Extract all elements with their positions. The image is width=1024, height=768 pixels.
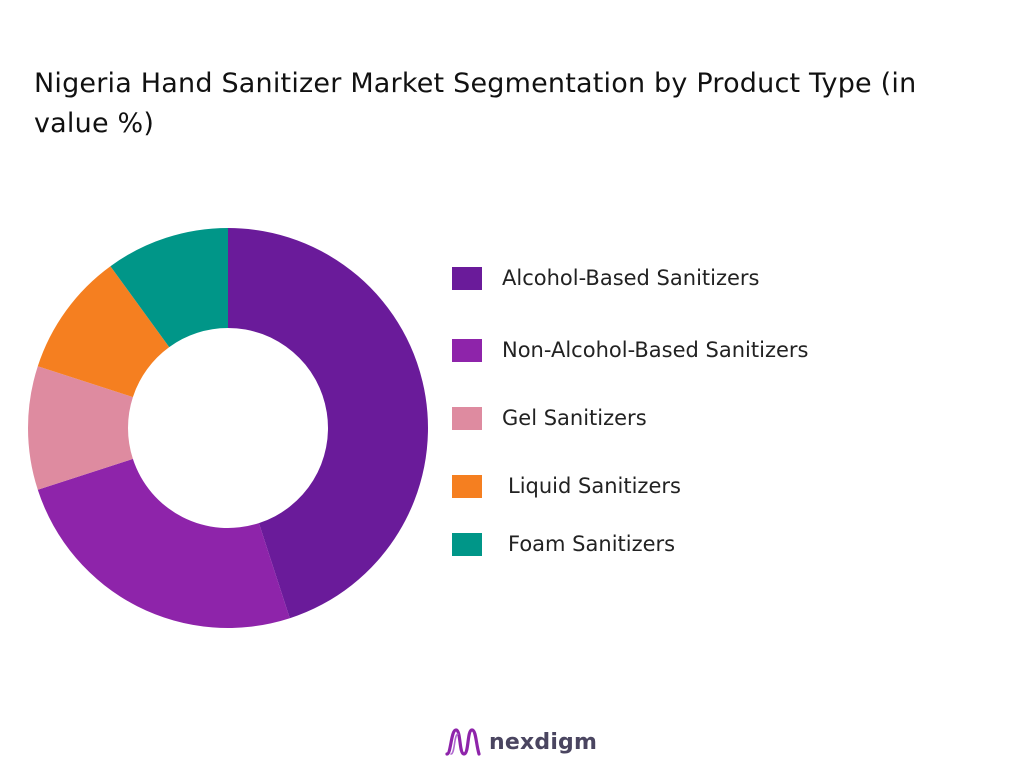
legend-swatch-alcohol-based xyxy=(452,266,482,290)
donut-slice-liquid-sanitizers xyxy=(37,266,170,398)
nexdigm-logo-icon xyxy=(445,728,481,756)
legend-item-gel: Gel Sanitizers xyxy=(452,398,647,438)
legend-item-alcohol-based: Alcohol-Based Sanitizers xyxy=(452,258,760,298)
legend-swatch-foam xyxy=(452,532,482,556)
legend-label-non-alcohol-based: Non-Alcohol-Based Sanitizers xyxy=(502,338,809,362)
brand-logo: nexdigm xyxy=(443,722,597,762)
donut-chart xyxy=(27,228,429,628)
chart-title: Nigeria Hand Sanitizer Market Segmentati… xyxy=(34,68,917,139)
legend-swatch-liquid xyxy=(452,474,482,498)
legend-label-foam: Foam Sanitizers xyxy=(508,532,676,556)
donut-slice-alcohol-based-sanitizers xyxy=(228,228,429,619)
legend-label-gel: Gel Sanitizers xyxy=(502,406,647,430)
legend-swatch-non-alcohol-based xyxy=(452,338,482,362)
legend-item-foam: Foam Sanitizers xyxy=(452,524,675,564)
brand-name: nexdigm xyxy=(489,729,598,755)
donut-slice-gel-sanitizers xyxy=(27,366,133,490)
legend-item-liquid: Liquid Sanitizers xyxy=(452,466,681,506)
donut-slice-non-alcohol-based-sanitizers xyxy=(37,458,290,628)
legend-item-non-alcohol-based: Non-Alcohol-Based Sanitizers xyxy=(452,330,808,370)
legend-label-liquid: Liquid Sanitizers xyxy=(508,474,681,498)
legend-label-alcohol-based: Alcohol-Based Sanitizers xyxy=(502,266,760,290)
donut-slice-foam-sanitizers xyxy=(110,228,228,348)
legend-swatch-gel xyxy=(452,406,482,430)
